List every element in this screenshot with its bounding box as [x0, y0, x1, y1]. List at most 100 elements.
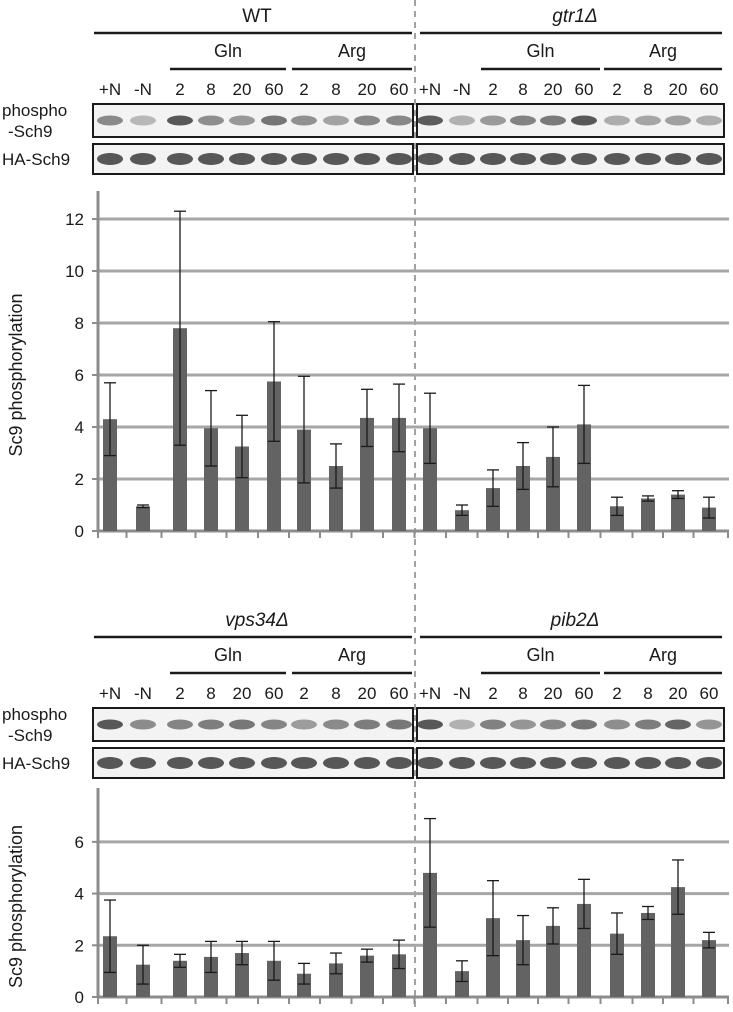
y-tick-label: 0 [75, 988, 84, 1007]
band [604, 115, 630, 126]
strain-label-right: gtr1Δ [552, 6, 598, 27]
lane-label: 60 [575, 80, 594, 99]
band [261, 115, 287, 126]
y-axis-label: Sc9 phosphorylation [6, 825, 26, 988]
strain-label-left: vps34Δ [225, 610, 288, 631]
band [354, 153, 380, 165]
blot-label-ha-sch9: HA-Sch9 [2, 754, 70, 773]
lane-label: 20 [358, 80, 377, 99]
lane-label: 2 [612, 80, 621, 99]
band [198, 153, 224, 165]
blot-label-phospho: phospho [2, 101, 67, 120]
bar [455, 971, 469, 997]
lane-label: 60 [390, 684, 409, 703]
band [604, 153, 630, 165]
band [229, 115, 255, 126]
band [386, 719, 412, 730]
phospho-blot [416, 707, 725, 742]
band [540, 153, 566, 165]
group-label-arg: Arg [338, 645, 366, 665]
band [665, 115, 691, 126]
band [229, 757, 255, 769]
lane-label: 8 [206, 684, 215, 703]
blot-label-sch9: -Sch9 [8, 726, 52, 745]
band [480, 153, 506, 165]
ha-blot [92, 747, 414, 779]
band [665, 153, 691, 165]
band [323, 153, 349, 165]
band [635, 115, 661, 126]
lane-label: 60 [700, 684, 719, 703]
bar [329, 963, 343, 997]
blot-label-sch9: -Sch9 [8, 122, 52, 141]
band [510, 719, 536, 730]
lane-label: -N [453, 684, 471, 703]
lane-label: 2 [175, 80, 184, 99]
group-label-arg: Arg [649, 41, 677, 61]
band [417, 115, 443, 126]
lane-label: 20 [669, 684, 688, 703]
strain-label-right: pib2Δ [550, 610, 600, 631]
bar [329, 466, 343, 531]
lane-label: 8 [331, 80, 340, 99]
group-label-gln: Gln [526, 41, 554, 61]
band [510, 153, 536, 165]
y-axis-label: Sc9 phosphorylation [6, 293, 26, 456]
lane-label: -N [453, 80, 471, 99]
group-label-gln: Gln [526, 645, 554, 665]
lane-label: 20 [233, 684, 252, 703]
band [323, 757, 349, 769]
bar [204, 956, 218, 997]
band [571, 115, 597, 126]
band [665, 757, 691, 769]
ha-blot [92, 143, 414, 175]
band [571, 719, 597, 730]
band [604, 719, 630, 730]
bar [702, 507, 716, 531]
lane-label: -N [134, 684, 152, 703]
lane-label: 60 [265, 80, 284, 99]
lane-label: 2 [299, 684, 308, 703]
band [417, 153, 443, 165]
y-tick-label: 6 [75, 833, 84, 852]
band [167, 757, 193, 769]
bar [297, 973, 311, 997]
bar [486, 488, 500, 531]
bar [516, 466, 530, 531]
bar [235, 446, 249, 531]
lane-label: 8 [518, 80, 527, 99]
band [261, 719, 287, 730]
lane-label: 20 [358, 684, 377, 703]
band [354, 719, 380, 730]
y-tick-label: 6 [75, 366, 84, 385]
lane-label: 60 [265, 684, 284, 703]
blot-label-ha-sch9: HA-Sch9 [2, 150, 70, 169]
band [696, 757, 722, 769]
bar [641, 498, 655, 531]
bar [173, 960, 187, 997]
phospho-blot [416, 103, 725, 138]
bar [577, 903, 591, 997]
bar [360, 955, 374, 997]
band [130, 719, 156, 730]
lane-label: 60 [390, 80, 409, 99]
band [198, 115, 224, 126]
band [354, 115, 380, 126]
lane-label: 2 [612, 684, 621, 703]
group-label-arg: Arg [338, 41, 366, 61]
lane-label: 2 [488, 684, 497, 703]
band [97, 719, 123, 730]
y-tick-label: 2 [75, 936, 84, 955]
band [696, 719, 722, 730]
bar [392, 417, 406, 531]
band [97, 115, 123, 126]
lane-label: 20 [544, 80, 563, 99]
band [665, 719, 691, 730]
band [167, 115, 193, 126]
band [291, 115, 317, 126]
band [130, 115, 156, 126]
bar [204, 428, 218, 531]
band [540, 757, 566, 769]
y-tick-label: 8 [75, 314, 84, 333]
lane-label: 8 [206, 80, 215, 99]
